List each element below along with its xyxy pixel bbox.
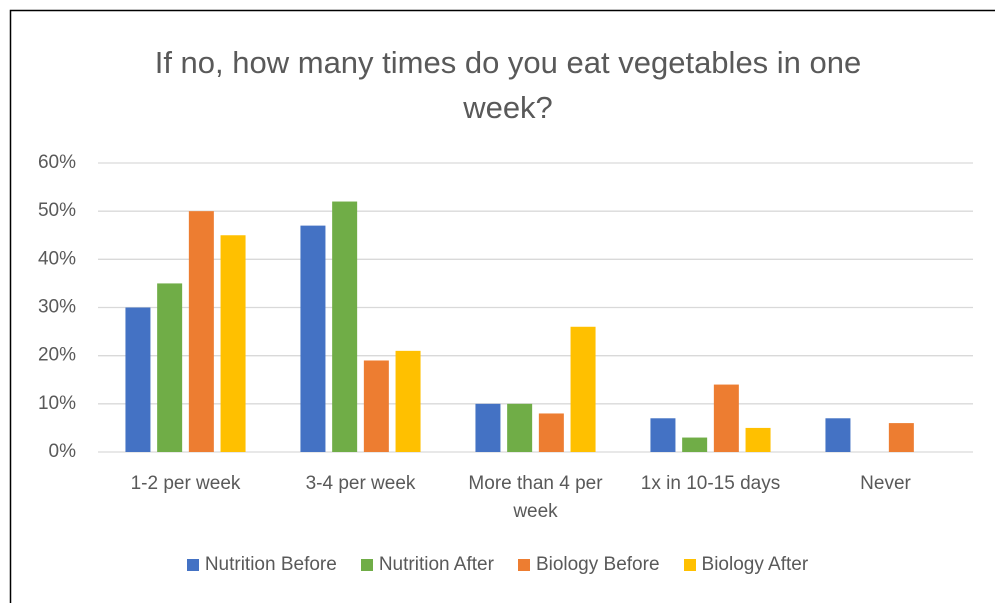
x-tick-label: Never [860, 473, 911, 494]
x-tick-label: 3-4 per week [305, 473, 416, 494]
bar [888, 423, 914, 452]
y-tick-label: 50% [38, 200, 76, 221]
legend-label: Biology Before [535, 554, 660, 575]
y-tick-label: 0% [49, 441, 77, 462]
bar [745, 427, 771, 452]
bar [395, 350, 421, 452]
bar [475, 403, 501, 452]
bar [507, 403, 533, 452]
legend-swatch [683, 559, 696, 571]
bar [157, 283, 183, 452]
bar [538, 413, 564, 452]
legend-label: Nutrition After [378, 554, 494, 575]
bar [570, 326, 596, 452]
legend-item: Biology After [683, 554, 809, 576]
bar [332, 201, 358, 452]
bar [825, 418, 851, 452]
bar [682, 437, 708, 452]
bar [300, 225, 326, 452]
bar [363, 360, 389, 452]
bar [188, 211, 214, 452]
legend-item: Nutrition After [360, 554, 494, 576]
legend: Nutrition Before Nutrition After Biology B… [10, 554, 985, 576]
legend-item: Biology Before [517, 554, 660, 576]
bar [713, 384, 739, 452]
legend-swatch [360, 559, 373, 571]
legend-item: Nutrition Before [186, 554, 337, 576]
x-tick-label: More than 4 per week [468, 473, 603, 522]
bar [650, 418, 676, 452]
chart-title: If no, how many times do you eat vegetab… [154, 45, 862, 125]
y-tick-label: 60% [38, 152, 76, 173]
bar [125, 307, 151, 452]
legend-label: Biology After [701, 554, 809, 575]
y-tick-label: 30% [38, 297, 76, 318]
y-tick-label: 40% [38, 248, 76, 269]
legend-swatch [517, 559, 530, 571]
y-tick-label: 10% [38, 393, 76, 414]
x-tick-label: 1x in 10-15 days [640, 473, 781, 494]
bar [220, 235, 246, 452]
legend-swatch [186, 559, 199, 571]
chart-border [9, 9, 995, 603]
legend-label: Nutrition Before [204, 554, 337, 575]
x-tick-label: 1-2 per week [130, 473, 241, 494]
y-tick-label: 20% [38, 345, 76, 366]
